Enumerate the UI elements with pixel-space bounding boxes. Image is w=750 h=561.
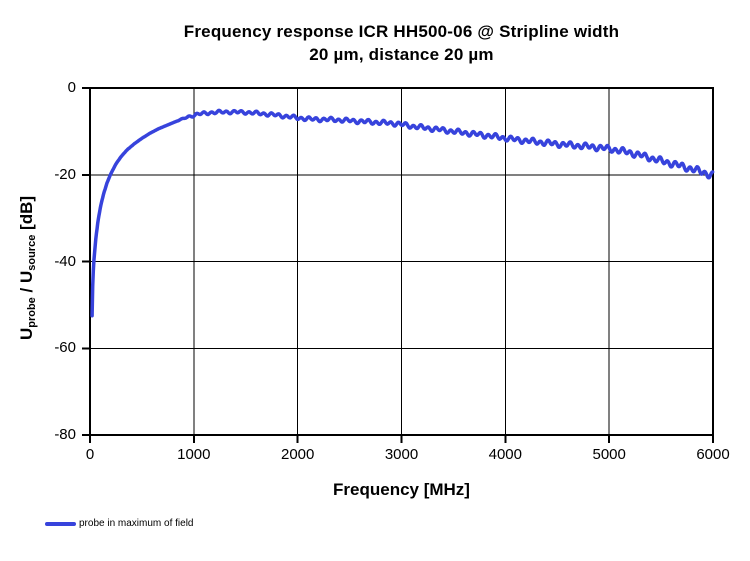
chart-title-line1: Frequency response ICR HH500-06 @ Stripl… — [183, 22, 620, 41]
y-axis-title: Uprobe / Usource [dB] — [17, 195, 38, 341]
x-tick-label: 2000 — [281, 446, 315, 463]
x-axis-title: Frequency [MHz] — [333, 480, 470, 499]
legend-line-sample-icon — [45, 522, 76, 526]
y-tick-label: -40 — [54, 253, 76, 270]
chart-title-line2: 20 µm, distance 20 µm — [309, 45, 494, 64]
legend-label: probe in maximum of field — [79, 518, 194, 529]
x-tick-label: 5000 — [592, 446, 626, 463]
series-line — [90, 108, 715, 318]
chart-title: Frequency response ICR HH500-06 @ Stripl… — [90, 20, 713, 66]
x-tick-label: 6000 — [696, 446, 730, 463]
y-tick-label: -80 — [54, 426, 76, 443]
legend: probe in maximum of field — [45, 517, 194, 531]
x-tick-label: 1000 — [177, 446, 211, 463]
x-tick-label: 3000 — [384, 446, 419, 463]
y-tick-label: 0 — [67, 79, 76, 96]
x-tick-label: 0 — [85, 446, 95, 463]
x-tick-label: 4000 — [488, 446, 522, 463]
y-tick-label: -20 — [54, 166, 76, 183]
y-tick-label: -60 — [54, 339, 76, 356]
